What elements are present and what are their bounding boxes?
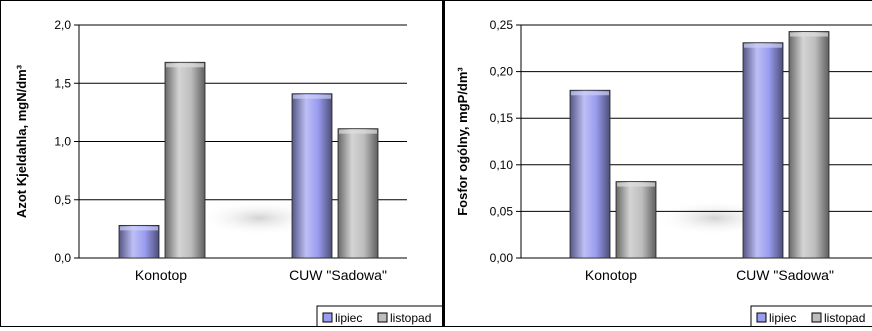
bar-cap-lipiec-1 — [744, 43, 782, 48]
legend: lipiec listopad — [316, 305, 458, 329]
bar-cap-listopad-1 — [339, 129, 377, 134]
bar-cap-lipiec-0 — [120, 226, 158, 231]
bar-cap-lipiec-0 — [571, 91, 609, 96]
bar-cap-listopad-1 — [790, 32, 828, 37]
legend-label-listopad: listopad — [824, 311, 865, 325]
y-tick-label: 0,20 — [490, 65, 514, 79]
legend-swatch-lipiec — [756, 312, 767, 323]
chart-nitrogen: 0,0 0,5 1,0 1,5 2,0 Konotop CUW "Sadowa" Azot K… — [14, 18, 458, 329]
bar-listopad-0 — [615, 181, 657, 259]
bar-lipiec-0 — [118, 224, 160, 259]
x-tick-label: Konotop — [135, 267, 187, 283]
y-tick-label: 0,0 — [54, 251, 71, 265]
y-tick-label: 0,5 — [54, 193, 71, 207]
bar-lipiec-1 — [291, 93, 333, 259]
chart-panel-right: 0,00 0,05 0,10 0,15 0,20 0,25 Konotop CUW "Sado… — [444, 0, 872, 329]
x-tick-label: CUW "Sadowa" — [289, 267, 387, 283]
bar-lipiec-0 — [569, 89, 611, 259]
y-tick-label: 1,0 — [54, 135, 71, 149]
x-tick-label: CUW "Sadowa" — [736, 267, 834, 283]
legend-swatch-listopad — [377, 312, 388, 323]
y-tick-label: 0,00 — [490, 251, 514, 265]
bar-listopad-0 — [164, 61, 206, 259]
x-tick-label: Konotop — [585, 267, 637, 283]
legend-label-listopad: listopad — [390, 311, 431, 325]
y-tick-label: 2,0 — [54, 18, 71, 32]
y-tick-label: 0,15 — [490, 111, 514, 125]
bar-cap-listopad-0 — [617, 182, 655, 187]
panel-divider — [442, 0, 445, 327]
legend-swatch-lipiec — [322, 312, 333, 323]
floor-shadow — [199, 200, 320, 236]
bar-listopad-1 — [788, 31, 830, 259]
y-axis-label: Fosfor ogólny, mgP/dm³ — [455, 67, 470, 216]
bar-cap-listopad-0 — [166, 63, 204, 68]
legend: lipiec listopad — [750, 305, 872, 329]
y-tick-label: 0,25 — [490, 18, 514, 32]
bar-listopad-1 — [337, 128, 379, 259]
bar-cap-lipiec-1 — [293, 94, 331, 99]
bar-lipiec-1 — [742, 42, 784, 259]
legend-swatch-listopad — [811, 312, 822, 323]
legend-label-lipiec: lipiec — [769, 311, 796, 325]
y-tick-label: 0,10 — [490, 158, 514, 172]
legend-label-lipiec: lipiec — [335, 311, 362, 325]
y-tick-label: 1,5 — [54, 76, 71, 90]
chart-panel-left: 0,0 0,5 1,0 1,5 2,0 Konotop CUW "Sadowa" Azot K… — [0, 0, 458, 329]
y-tick-label: 0,05 — [490, 204, 514, 218]
chart-phosphorus: 0,00 0,05 0,10 0,15 0,20 0,25 Konotop CUW "Sado… — [455, 18, 872, 329]
y-axis-label: Azot Kjeldahla, mgN/dm³ — [14, 64, 29, 218]
